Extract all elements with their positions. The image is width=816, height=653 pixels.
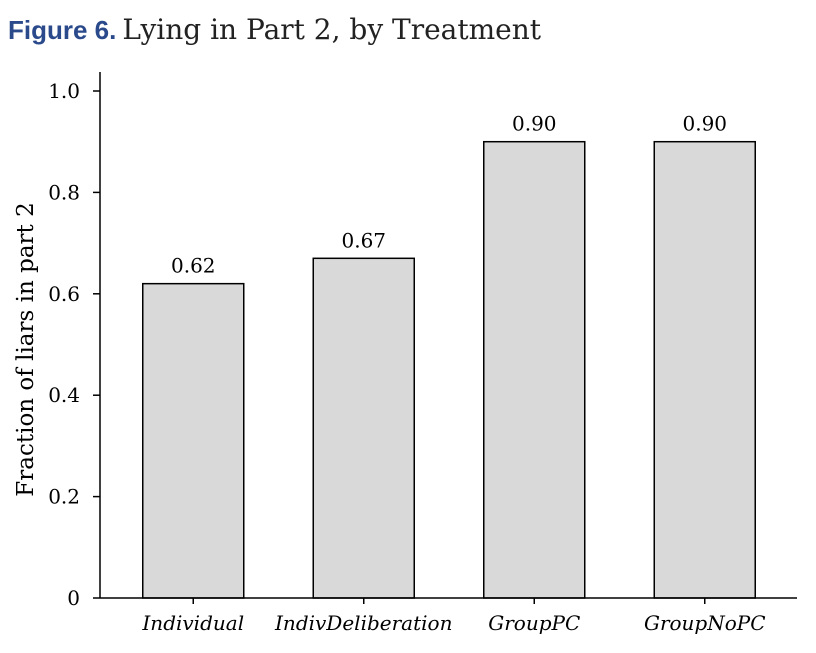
bar	[142, 282, 245, 599]
y-tick-label: 0	[67, 586, 80, 610]
bar	[312, 257, 415, 599]
x-category-label: Individual	[141, 611, 244, 635]
y-tick-label: 0.6	[48, 282, 80, 306]
x-category-label: GroupNoPC	[644, 611, 766, 635]
y-tick-label: 0.8	[48, 180, 80, 204]
bar-value-label: 0.62	[171, 254, 216, 278]
bar-value-label: 0.90	[512, 112, 557, 136]
bar-value-label: 0.90	[682, 112, 727, 136]
x-axis: Individual IndivDeliberation GroupPC GroupN…	[100, 597, 797, 635]
y-tick-label: 0.2	[48, 485, 80, 509]
y-axis-title: Fraction of liars in part 2	[13, 202, 39, 496]
y-tick-label: 1.0	[48, 79, 80, 103]
bar	[653, 140, 756, 599]
figure-label: Figure 6.	[8, 15, 117, 45]
y-axis: 0 0.2 0.4 0.6 0.8 1.0	[48, 72, 101, 610]
figure-caption: Lying in Part 2, by Treatment	[122, 13, 542, 46]
x-category-label: GroupPC	[488, 611, 580, 635]
bar	[483, 140, 586, 599]
y-tick-label: 0.4	[48, 383, 80, 407]
figure-title: Figure 6. Lying in Part 2, by Treatment	[8, 10, 541, 50]
bar-value-label: 0.67	[341, 228, 386, 252]
x-category-label: IndivDeliberation	[274, 611, 452, 635]
bars: 0.62 0.67 0.90 0.90	[142, 112, 756, 599]
